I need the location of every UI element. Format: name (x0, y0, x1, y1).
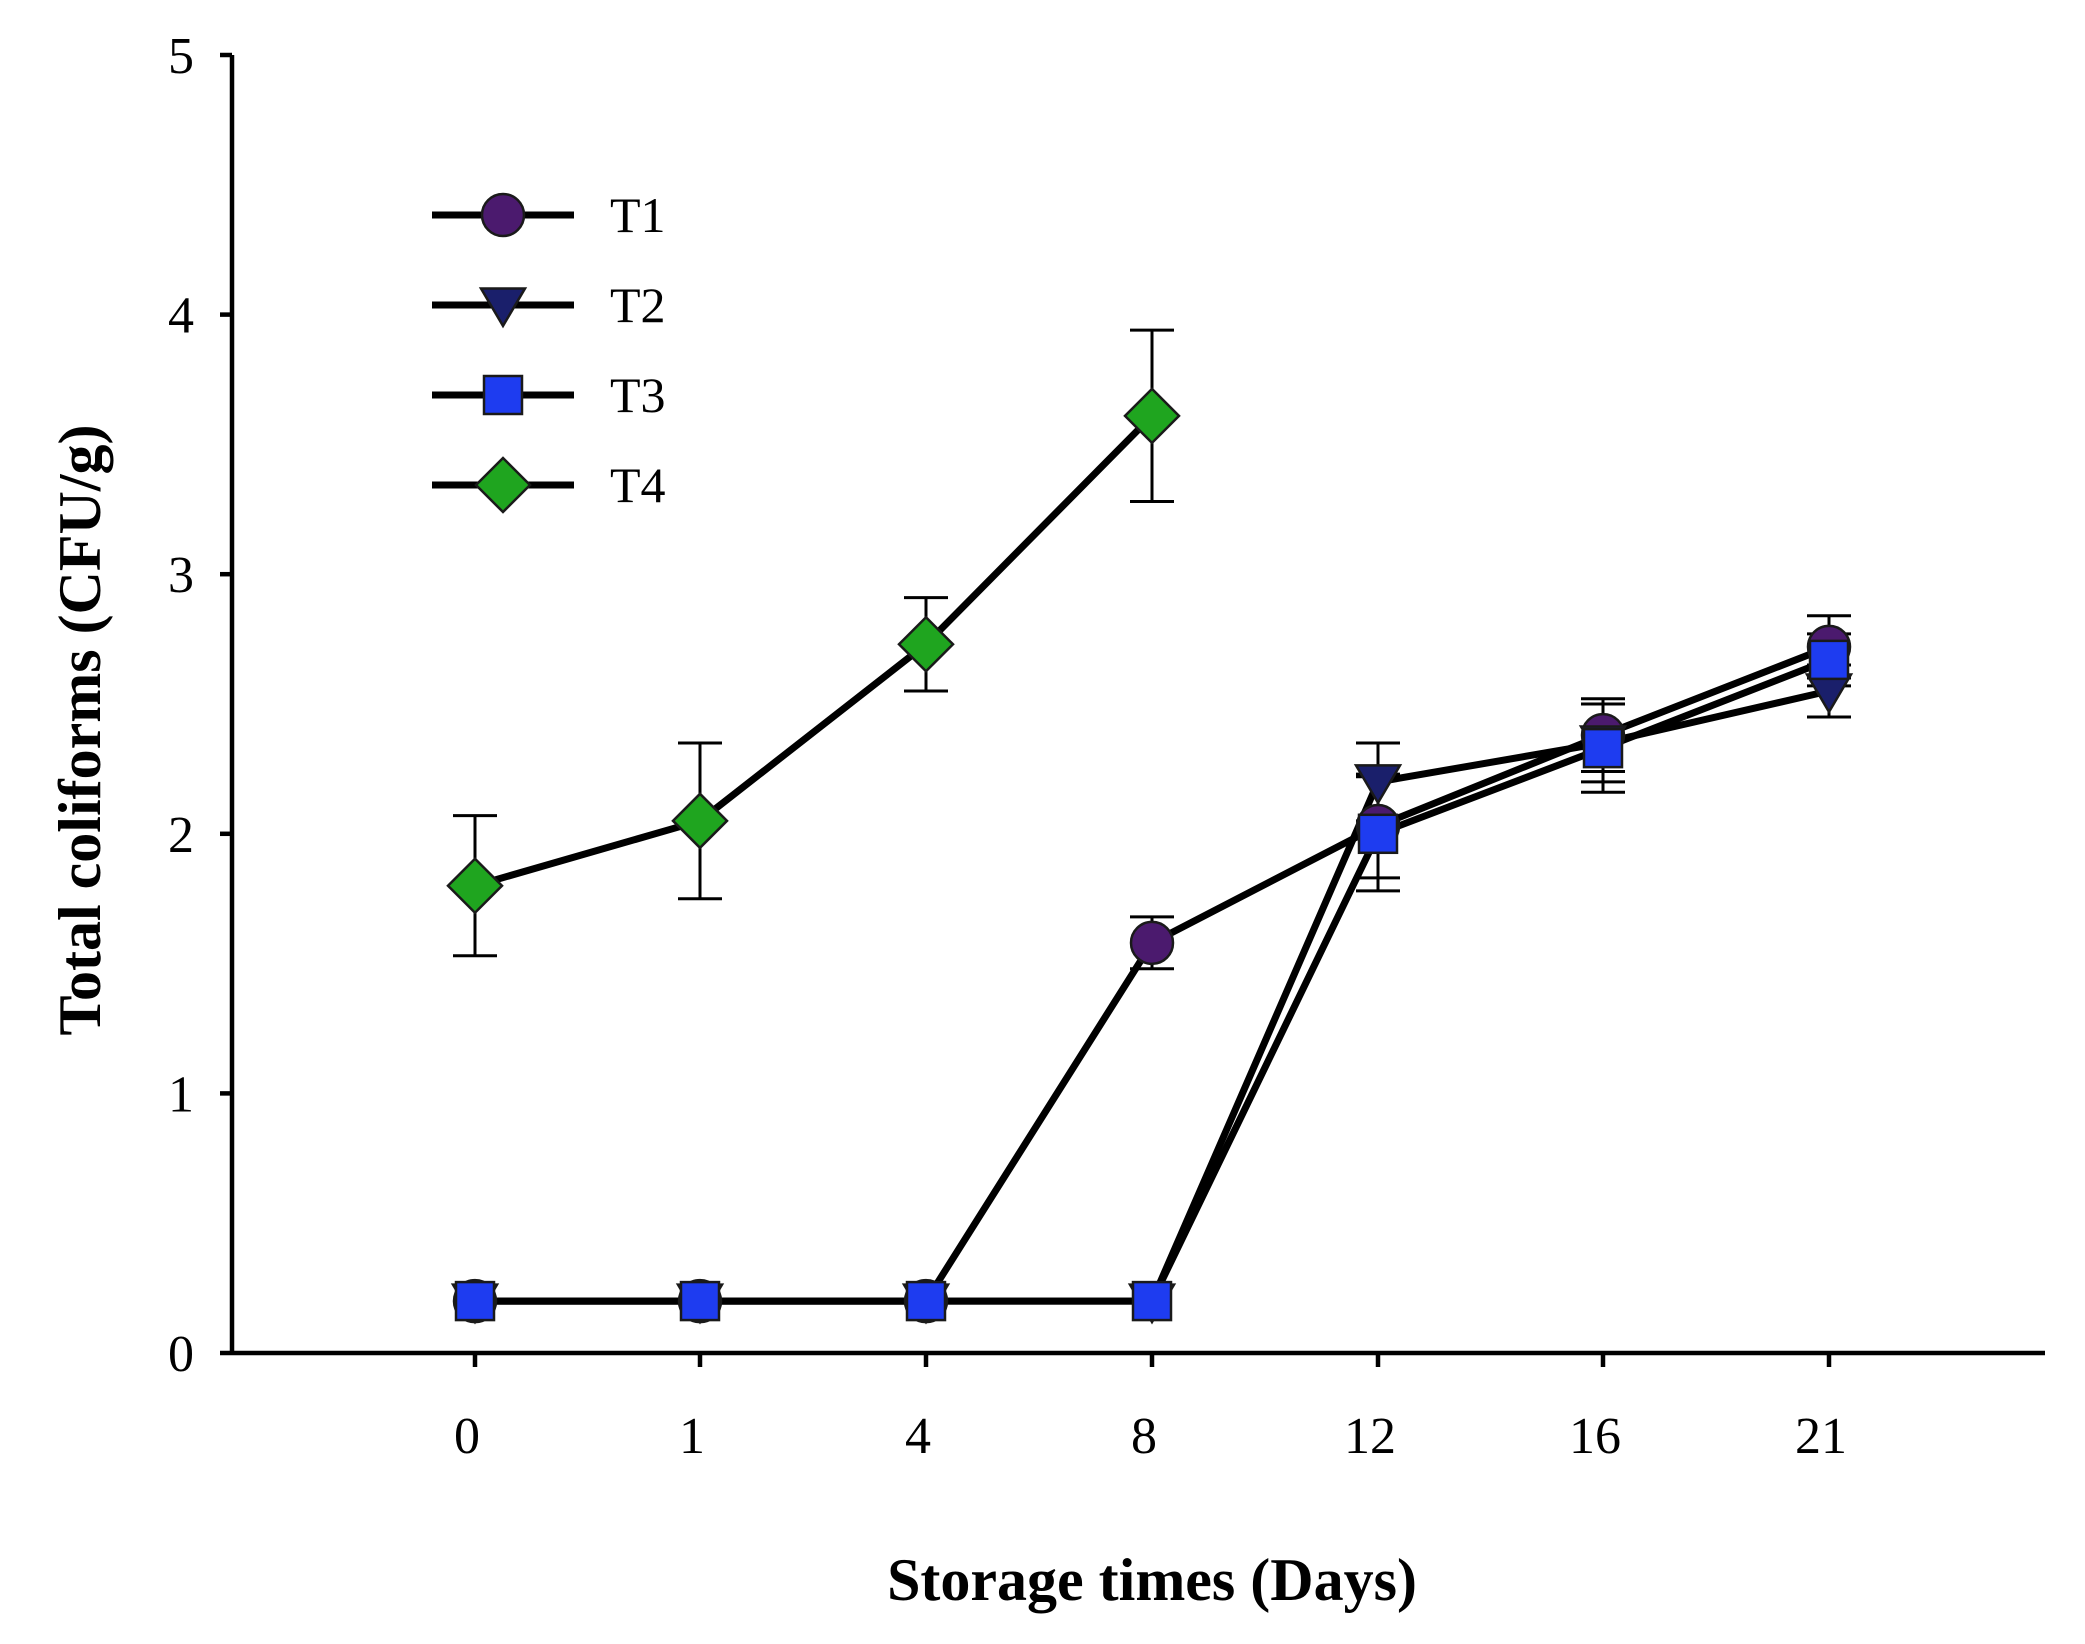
data-point-t3 (905, 1280, 947, 1322)
x-tick-label: 4 (905, 1408, 931, 1465)
x-tick-label: 21 (1795, 1408, 1847, 1465)
x-tick-label: 12 (1344, 1408, 1396, 1465)
legend-marker-t4 (474, 456, 532, 514)
data-point-t1 (1129, 920, 1175, 966)
legend-marker-t1 (480, 192, 526, 238)
data-point-t4 (897, 615, 955, 674)
legend-marker-t3 (482, 374, 524, 416)
x-tick-label: 8 (1131, 1408, 1157, 1465)
series-line-t2 (475, 687, 1830, 1305)
data-point-t4 (1123, 387, 1181, 445)
x-axis-title: Storage times (Days) (887, 1547, 1417, 1613)
x-tick-label: 1 (679, 1408, 705, 1465)
y-tick-label: 3 (168, 547, 194, 604)
x-tick-label: 0 (454, 1408, 480, 1465)
legend-label-t3: T3 (610, 367, 666, 423)
data-point-t3 (1131, 1280, 1173, 1322)
y-tick-label: 1 (168, 1066, 194, 1123)
series-line-t4 (474, 413, 1155, 890)
series-line-t1 (475, 643, 1831, 1305)
series-line-t3 (475, 656, 1831, 1305)
x-tick-label: 16 (1569, 1408, 1621, 1465)
y-tick-label: 4 (168, 288, 194, 345)
data-point-t3 (679, 1280, 721, 1322)
data-point-t3 (1357, 813, 1399, 855)
data-points (446, 387, 1854, 1325)
y-tick-label: 5 (168, 28, 194, 85)
y-tick-label: 2 (168, 807, 194, 864)
legend-label-t4: T4 (610, 457, 666, 513)
data-point-t2 (1353, 764, 1403, 806)
legend-label-t1: T1 (610, 187, 666, 243)
series-lines (474, 413, 1831, 1305)
data-point-t4 (671, 792, 729, 850)
data-point-t3 (1808, 639, 1850, 681)
legend: T1 T2 T3 T4 (432, 187, 666, 514)
data-point-t3 (454, 1280, 496, 1322)
data-point-t4 (446, 856, 504, 915)
y-tick-label: 0 (168, 1326, 194, 1383)
legend-label-t2: T2 (610, 277, 666, 333)
y-axis-title: Total coliforms (CFU/g) (47, 424, 113, 1035)
legend-marker-t2 (478, 287, 528, 329)
data-point-t3 (1582, 727, 1624, 769)
